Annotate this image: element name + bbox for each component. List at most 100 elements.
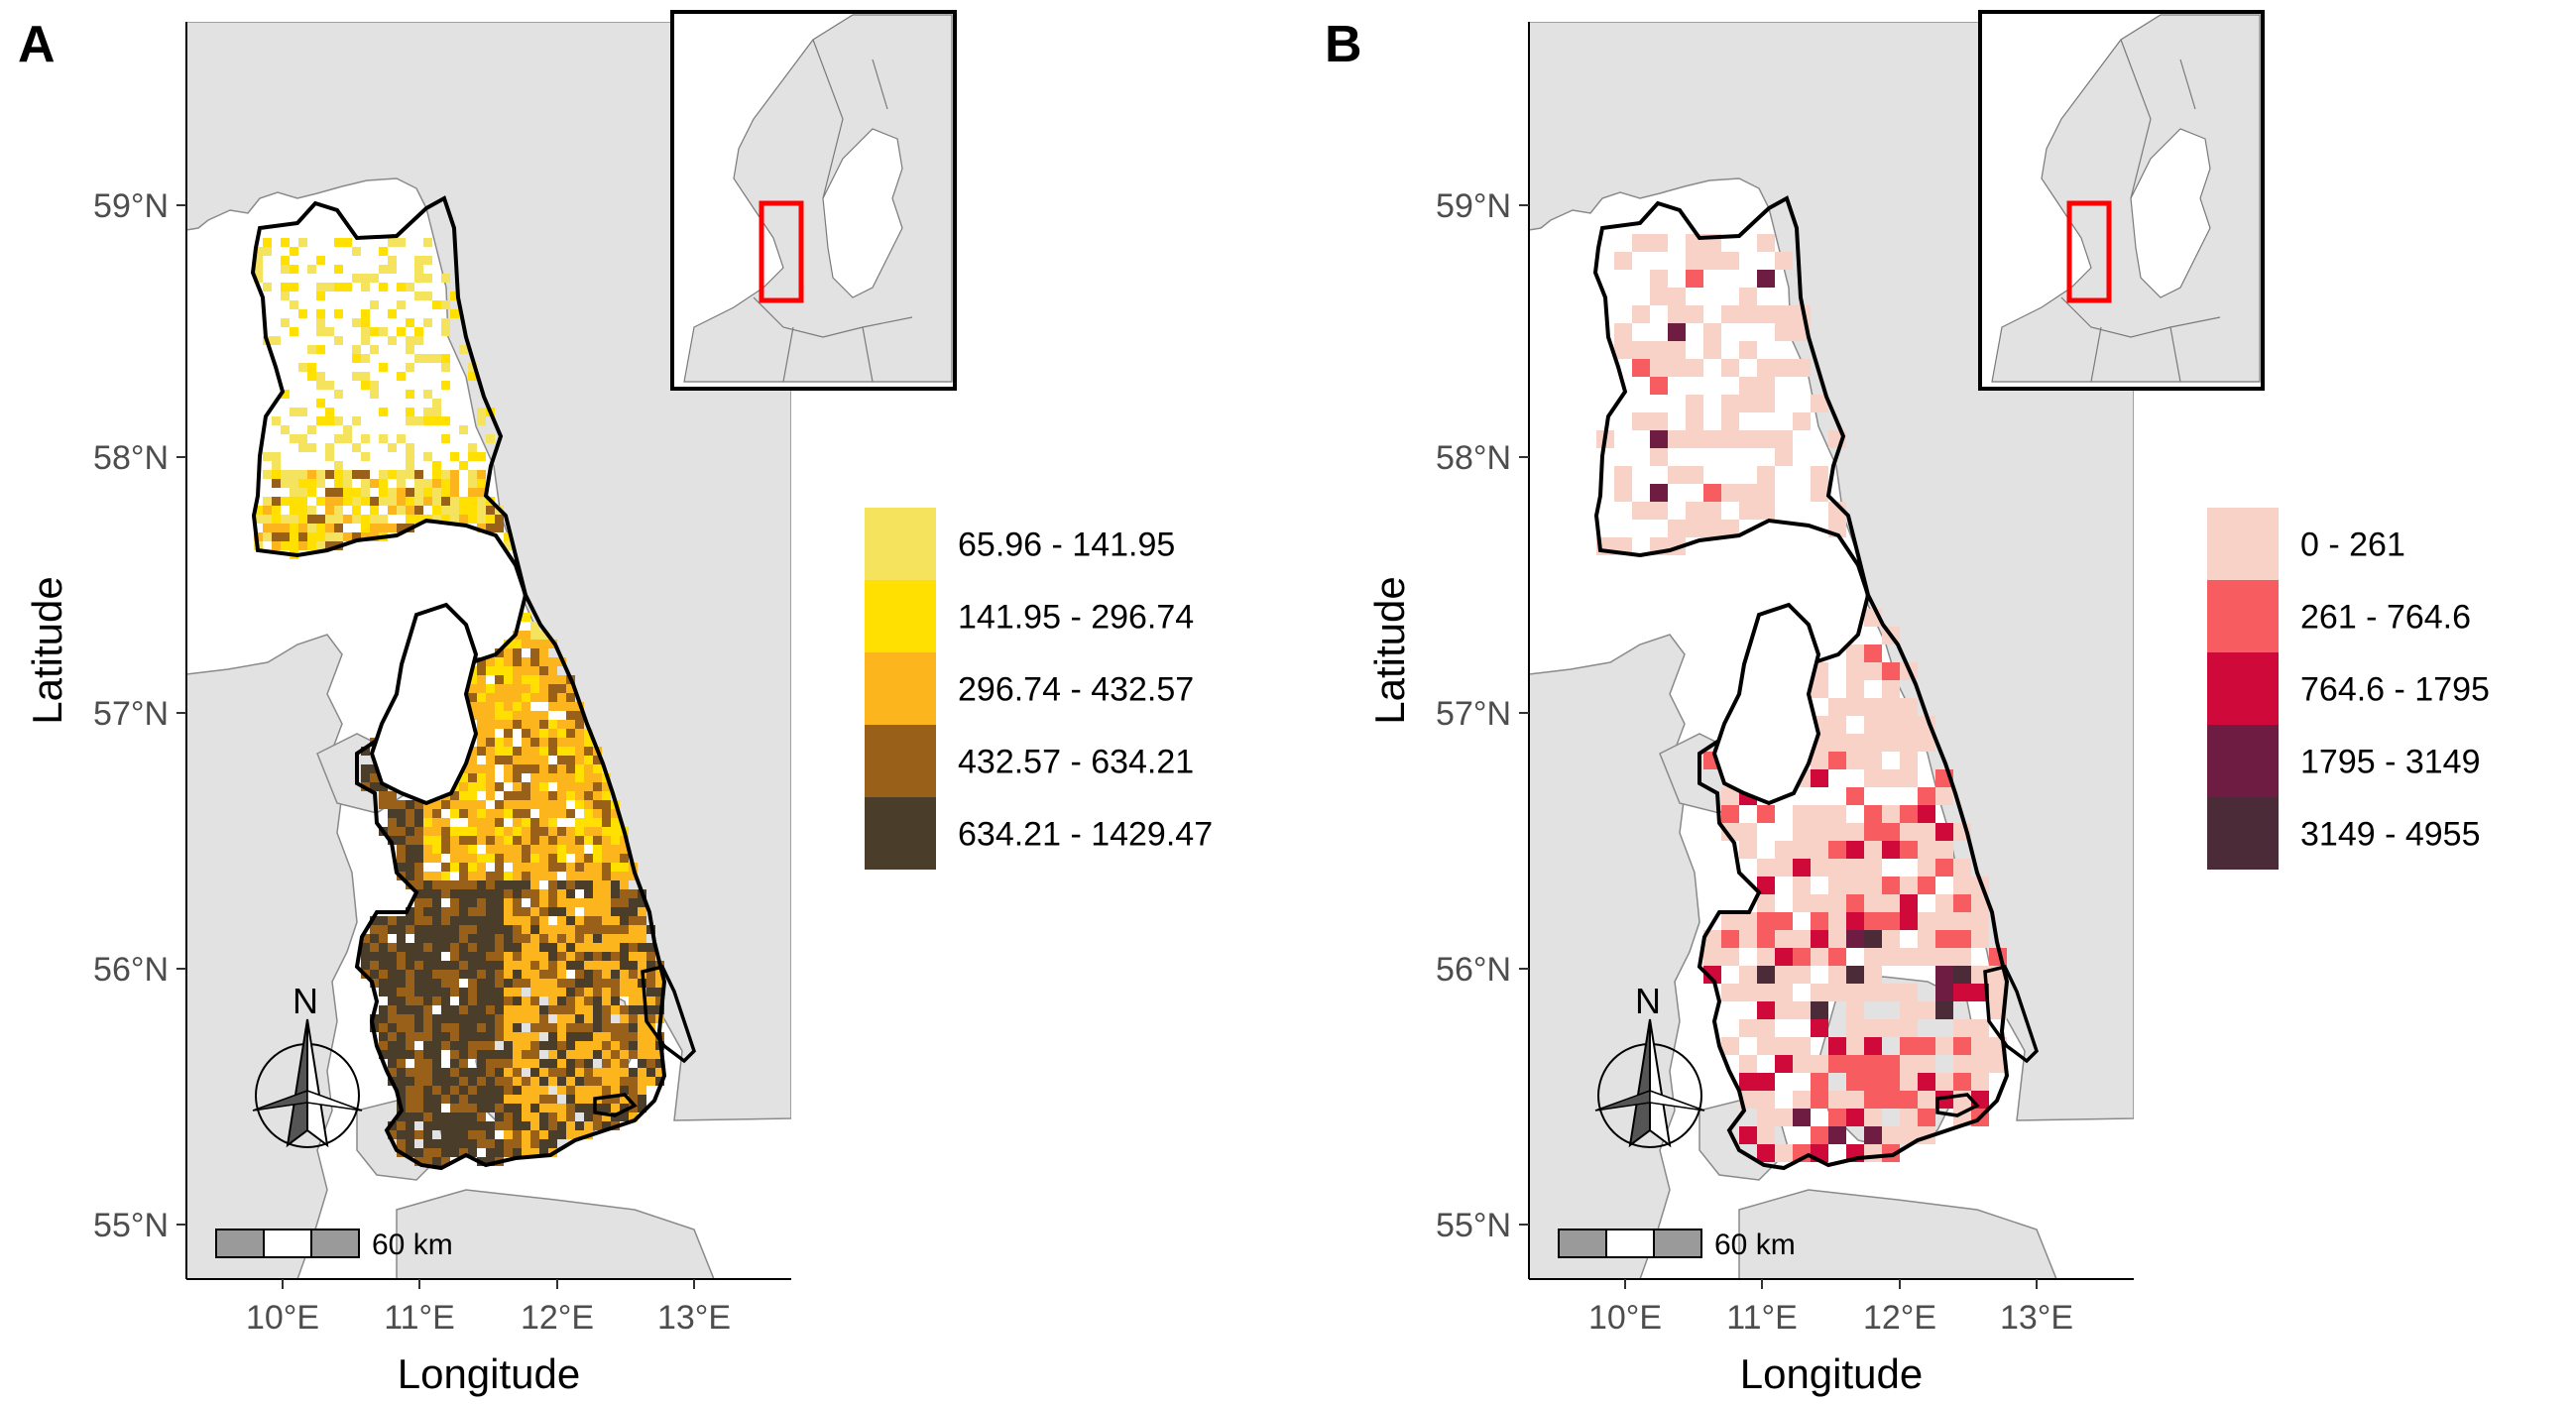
grid-cell bbox=[432, 934, 441, 943]
grid-cell bbox=[1882, 823, 1900, 841]
grid-cell bbox=[290, 283, 298, 292]
grid-cell bbox=[602, 898, 611, 907]
grid-cell bbox=[602, 1014, 611, 1023]
grid-cell bbox=[459, 497, 468, 506]
grid-cell bbox=[539, 1130, 548, 1139]
grid-cell bbox=[1918, 912, 1935, 930]
grid-cell bbox=[575, 764, 584, 773]
grid-cell bbox=[629, 1077, 638, 1086]
grid-cell bbox=[1828, 948, 1846, 966]
grid-cell bbox=[325, 497, 334, 506]
grid-cell bbox=[450, 1032, 459, 1041]
grid-cell bbox=[575, 1005, 584, 1014]
grid-cell bbox=[1739, 1019, 1757, 1037]
grid-cell bbox=[414, 836, 423, 845]
grid-cell bbox=[522, 836, 530, 845]
grid-cell bbox=[1900, 1001, 1918, 1019]
grid-cell bbox=[504, 791, 513, 800]
grid-cell bbox=[298, 532, 307, 541]
grid-cell bbox=[539, 1148, 548, 1157]
grid-cell bbox=[1864, 894, 1882, 912]
grid-cell bbox=[548, 827, 557, 836]
grid-cell bbox=[1918, 787, 1935, 805]
grid-cell bbox=[459, 925, 468, 934]
grid-cell bbox=[1846, 877, 1864, 894]
grid-cell bbox=[477, 934, 486, 943]
grid-cell bbox=[388, 1023, 397, 1032]
grid-cell bbox=[611, 898, 620, 907]
grid-cell bbox=[272, 506, 281, 515]
grid-cell bbox=[629, 1068, 638, 1077]
grid-cell bbox=[504, 657, 513, 666]
grid-cell bbox=[495, 934, 504, 943]
grid-cell bbox=[504, 898, 513, 907]
grid-cell bbox=[468, 1139, 477, 1148]
grid-cell bbox=[1846, 1037, 1864, 1055]
grid-cell bbox=[620, 854, 629, 863]
grid-cell bbox=[406, 1130, 414, 1139]
grid-cell bbox=[611, 970, 620, 979]
grid-cell bbox=[414, 952, 423, 961]
grid-cell bbox=[450, 845, 459, 854]
grid-cell bbox=[557, 854, 566, 863]
grid-cell bbox=[584, 729, 593, 738]
grid-cell bbox=[468, 1032, 477, 1041]
grid-cell bbox=[486, 1050, 495, 1059]
grid-cell bbox=[513, 988, 522, 996]
grid-cell bbox=[530, 1023, 539, 1032]
grid-cell bbox=[1900, 734, 1918, 752]
grid-cell bbox=[1882, 1055, 1900, 1073]
legend-label: 432.57 - 634.21 bbox=[958, 744, 1194, 781]
grid-cell bbox=[432, 800, 441, 809]
grid-cell bbox=[406, 818, 414, 827]
grid-cell bbox=[629, 1014, 638, 1023]
grid-cell bbox=[325, 470, 334, 479]
grid-cell bbox=[441, 934, 450, 943]
grid-cell bbox=[272, 461, 281, 470]
grid-cell bbox=[522, 952, 530, 961]
grid-cell bbox=[450, 479, 459, 488]
grid-cell bbox=[450, 1121, 459, 1130]
grid-cell bbox=[432, 479, 441, 488]
grid-cell bbox=[548, 1005, 557, 1014]
grid-cell bbox=[611, 961, 620, 970]
grid-cell bbox=[530, 1139, 539, 1148]
grid-cell bbox=[602, 845, 611, 854]
grid-cell bbox=[593, 827, 602, 836]
grid-cell bbox=[441, 274, 450, 283]
grid-cell bbox=[522, 747, 530, 756]
grid-cell bbox=[468, 1095, 477, 1104]
grid-cell bbox=[1918, 1091, 1935, 1109]
grid-cell bbox=[539, 827, 548, 836]
grid-cell bbox=[379, 800, 388, 809]
grid-cell bbox=[1811, 948, 1828, 966]
grid-cell bbox=[423, 1077, 432, 1086]
grid-cell bbox=[522, 863, 530, 872]
grid-cell bbox=[486, 711, 495, 720]
grid-cell bbox=[343, 488, 352, 497]
grid-cell bbox=[450, 961, 459, 970]
grid-cell bbox=[638, 898, 646, 907]
grid-cell bbox=[459, 1014, 468, 1023]
grid-cell bbox=[1614, 323, 1632, 341]
grid-cell bbox=[477, 684, 486, 693]
grid-cell bbox=[1793, 877, 1811, 894]
grid-cell bbox=[1846, 752, 1864, 769]
grid-cell bbox=[593, 800, 602, 809]
grid-cell bbox=[459, 461, 468, 470]
grid-cell bbox=[388, 443, 397, 452]
grid-cell bbox=[566, 1086, 575, 1095]
grid-cell bbox=[316, 497, 325, 506]
grid-cell bbox=[1846, 930, 1864, 948]
grid-cell bbox=[557, 1130, 566, 1139]
grid-cell bbox=[441, 880, 450, 889]
grid-cell bbox=[290, 524, 298, 532]
grid-cell bbox=[441, 818, 450, 827]
grid-cell bbox=[646, 1014, 655, 1023]
grid-cell bbox=[504, 675, 513, 684]
grid-cell bbox=[432, 1032, 441, 1041]
grid-cell bbox=[530, 996, 539, 1005]
grid-cell bbox=[397, 827, 406, 836]
grid-cell bbox=[1811, 680, 1828, 698]
grid-cell bbox=[548, 729, 557, 738]
